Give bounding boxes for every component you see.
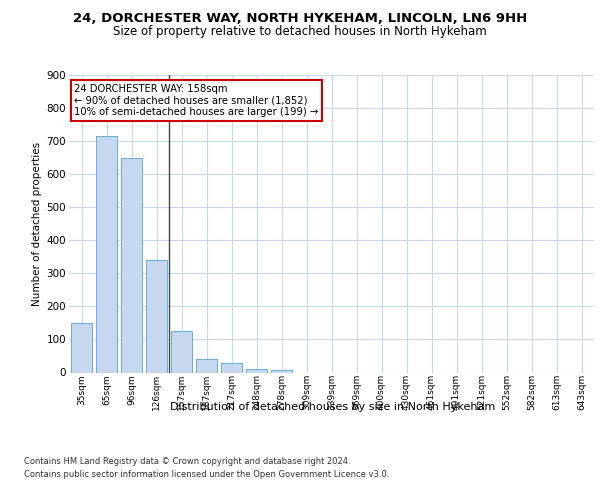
Text: 24 DORCHESTER WAY: 158sqm
← 90% of detached houses are smaller (1,852)
10% of se: 24 DORCHESTER WAY: 158sqm ← 90% of detac…: [74, 84, 319, 117]
Bar: [271, 370, 292, 372]
Text: Distribution of detached houses by size in North Hykeham: Distribution of detached houses by size …: [170, 402, 496, 412]
Bar: [221, 362, 242, 372]
Text: Contains HM Land Registry data © Crown copyright and database right 2024.: Contains HM Land Registry data © Crown c…: [24, 458, 350, 466]
Bar: [196, 360, 217, 372]
Bar: [71, 323, 92, 372]
Bar: [171, 331, 192, 372]
Text: Size of property relative to detached houses in North Hykeham: Size of property relative to detached ho…: [113, 25, 487, 38]
Y-axis label: Number of detached properties: Number of detached properties: [32, 142, 43, 306]
Bar: [146, 260, 167, 372]
Text: 24, DORCHESTER WAY, NORTH HYKEHAM, LINCOLN, LN6 9HH: 24, DORCHESTER WAY, NORTH HYKEHAM, LINCO…: [73, 12, 527, 26]
Bar: [121, 158, 142, 372]
Text: Contains public sector information licensed under the Open Government Licence v3: Contains public sector information licen…: [24, 470, 389, 479]
Bar: [96, 136, 117, 372]
Bar: [246, 368, 267, 372]
